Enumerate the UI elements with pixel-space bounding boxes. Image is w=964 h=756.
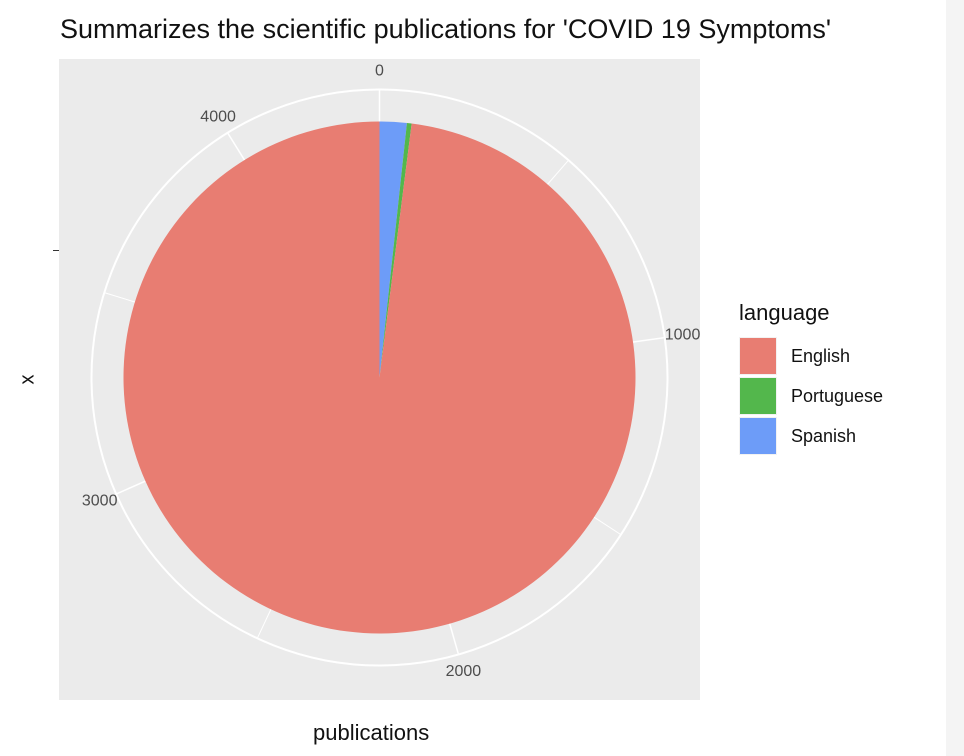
radial-tick-label: 4000 bbox=[200, 109, 236, 126]
grid-minor-line bbox=[592, 515, 622, 536]
legend-swatch-spanish bbox=[740, 418, 776, 454]
grid-radial-line bbox=[448, 621, 460, 655]
grid-minor-line bbox=[104, 292, 137, 304]
legend-label-spanish: Spanish bbox=[791, 425, 857, 446]
grid-radial-line bbox=[115, 479, 148, 495]
radial-tick-label: 1000 bbox=[665, 326, 700, 343]
pie-slice-spanish bbox=[379, 121, 407, 378]
pie-chart: 0 1000 2000 3000 4000 bbox=[82, 63, 700, 680]
radial-tick-label: 3000 bbox=[82, 493, 118, 510]
chart-title: Summarizes the scientific publications f… bbox=[60, 14, 832, 44]
legend-swatch-english bbox=[740, 338, 776, 374]
legend: language English Portuguese Spanish bbox=[739, 300, 883, 456]
x-axis-title: publications bbox=[313, 720, 430, 745]
legend-item-spanish: Spanish bbox=[739, 416, 883, 456]
grid-radial-line bbox=[226, 132, 247, 163]
grid-minor-line bbox=[545, 159, 569, 187]
radial-tick-label: 2000 bbox=[446, 663, 482, 680]
window-edge bbox=[946, 0, 964, 756]
legend-item-english: English bbox=[739, 336, 883, 376]
grid-radial-line bbox=[630, 336, 665, 344]
legend-title: language bbox=[739, 300, 830, 325]
plot-panel: 0 1000 2000 3000 4000 bbox=[59, 59, 700, 700]
y-axis-title: x bbox=[16, 374, 39, 385]
legend-swatch-portuguese bbox=[740, 378, 776, 414]
y-axis-tick bbox=[53, 250, 59, 251]
grid-minor-line bbox=[256, 607, 273, 639]
legend-label-portuguese: Portuguese bbox=[791, 385, 884, 406]
radial-tick-label: 0 bbox=[375, 63, 384, 80]
legend-label-english: English bbox=[791, 345, 851, 366]
pie-slice-portuguese bbox=[379, 122, 412, 378]
pie-slice-english bbox=[123, 121, 636, 634]
legend-item-portuguese: Portuguese bbox=[739, 376, 883, 416]
